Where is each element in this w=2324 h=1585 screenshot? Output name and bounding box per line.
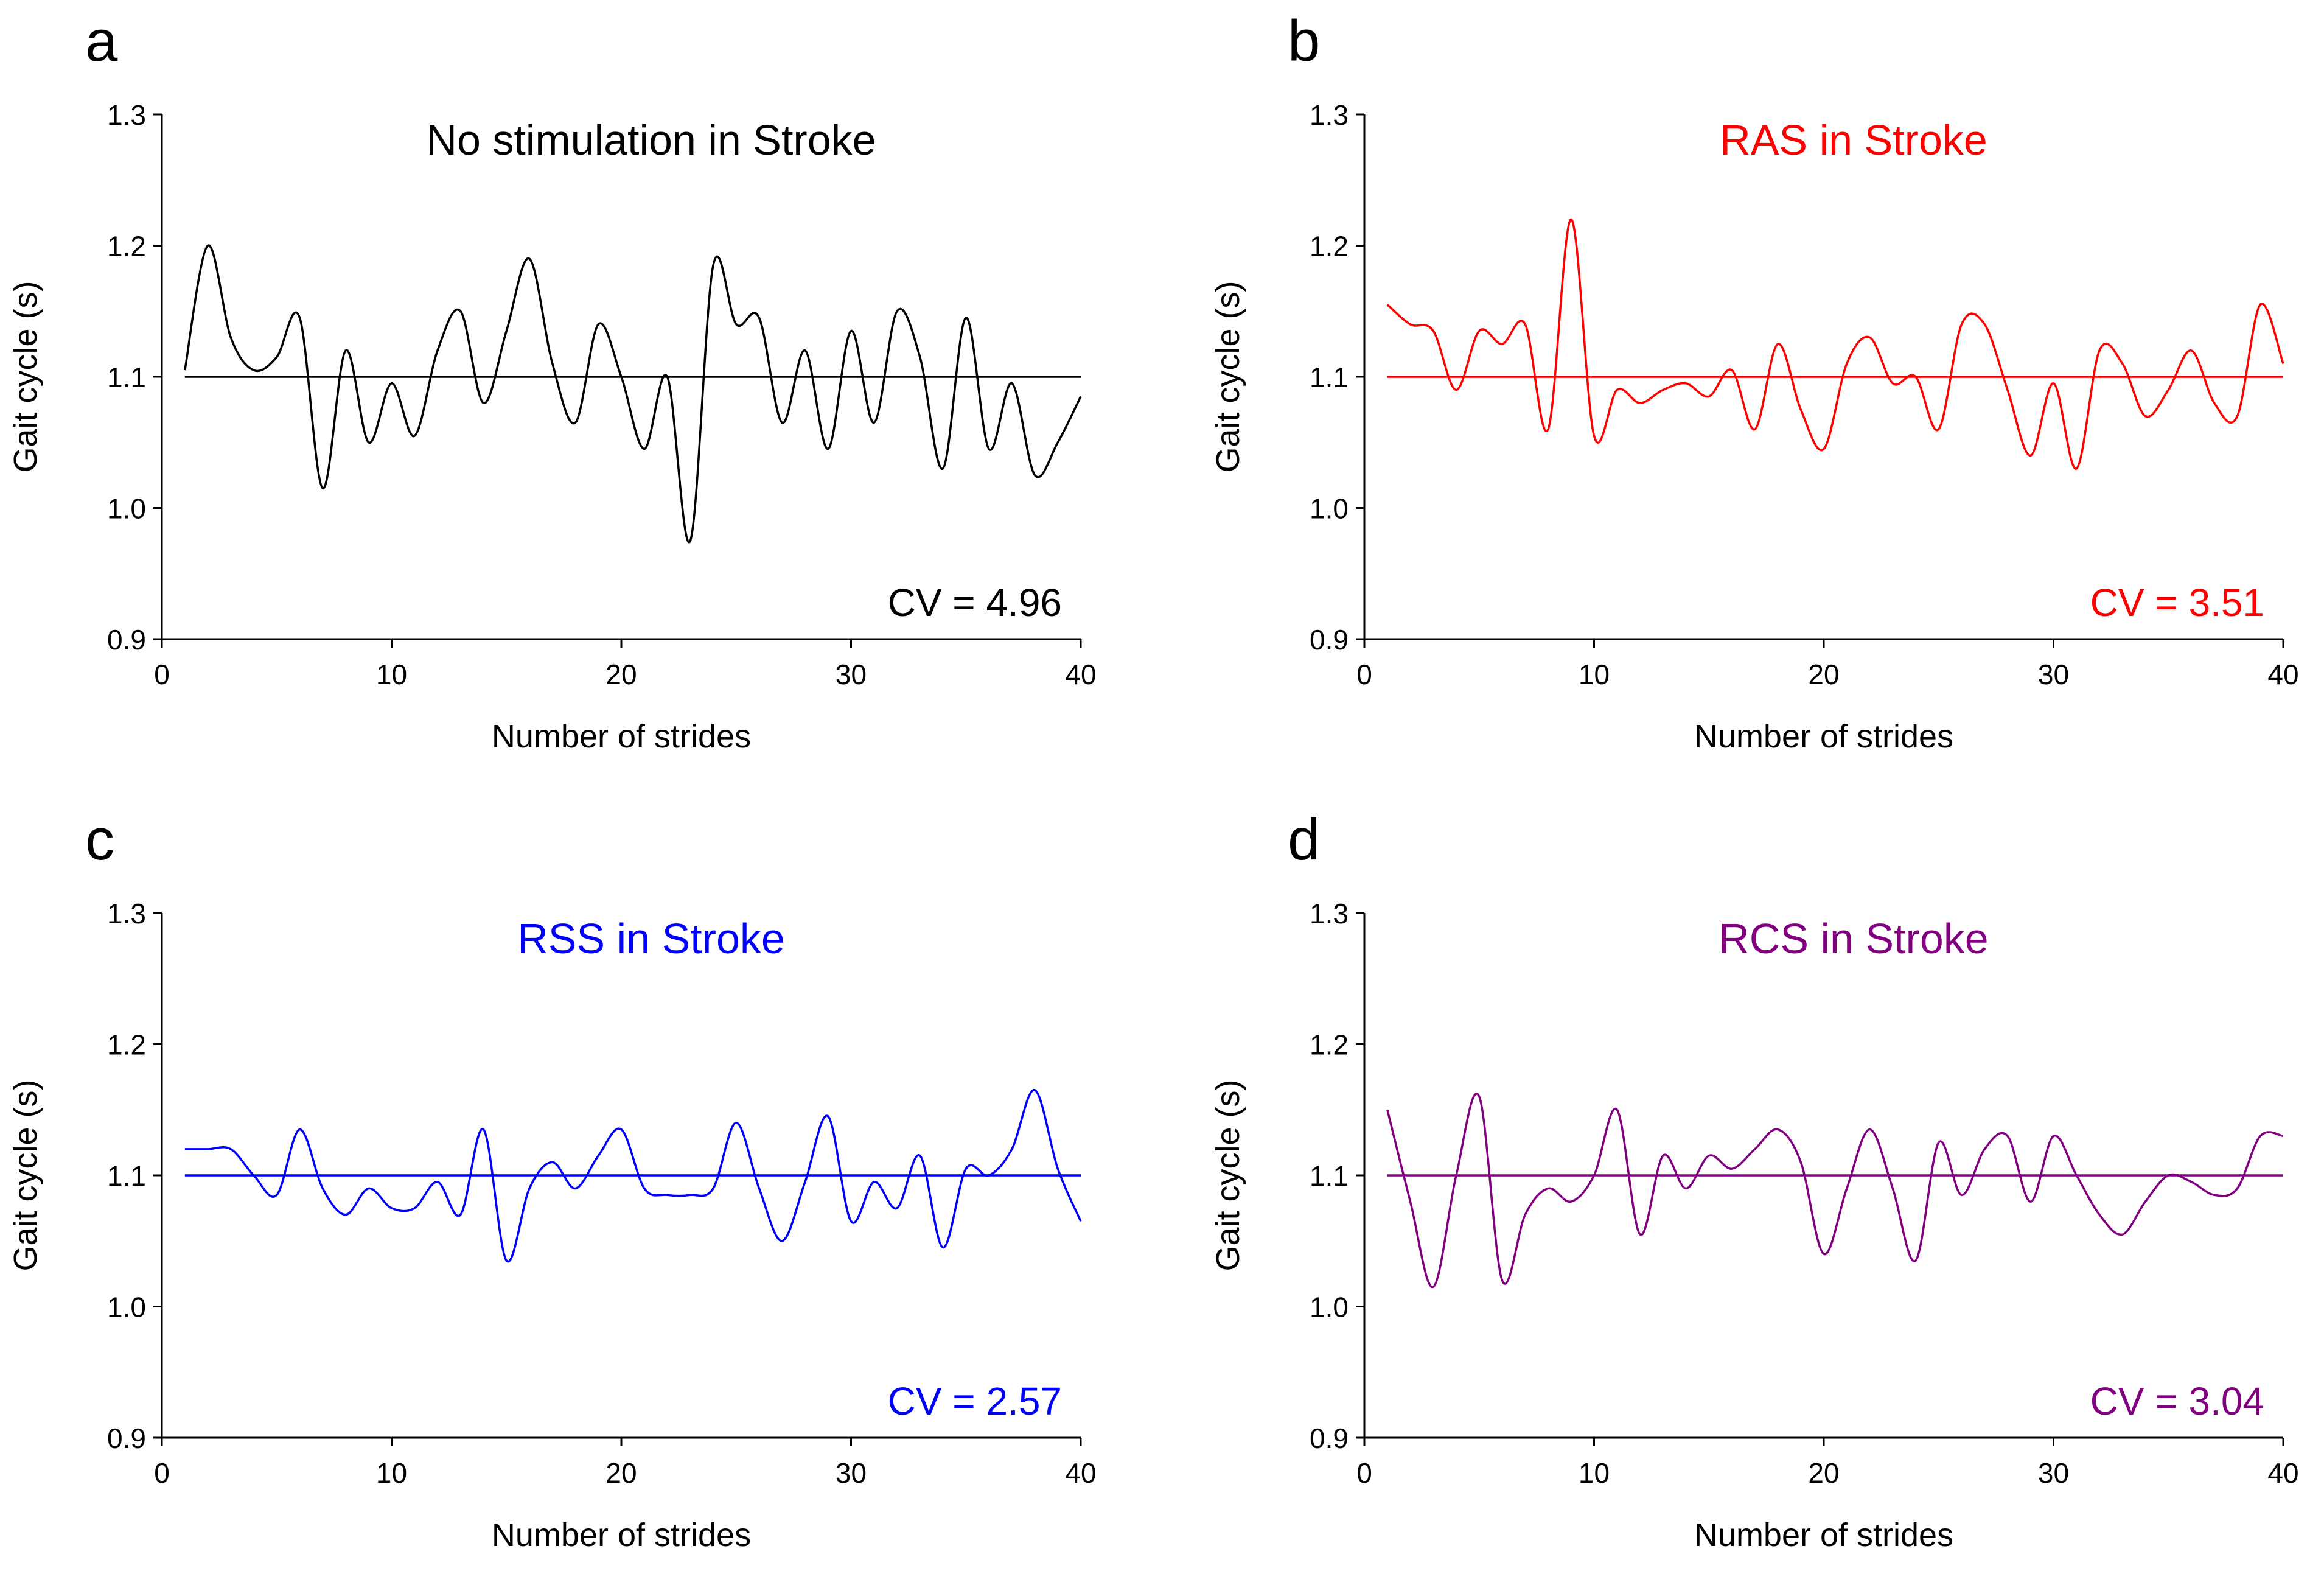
x-axis-label: Number of strides — [1694, 718, 1953, 755]
panel-letter: b — [1288, 9, 1321, 74]
x-tick-label: 40 — [2267, 1457, 2298, 1489]
y-axis-label: Gait cycle (s) — [1210, 1079, 1246, 1271]
x-tick-label: 20 — [1808, 1457, 1839, 1489]
cv-annotation: CV = 3.04 — [2090, 1379, 2264, 1423]
y-tick-label: 1.0 — [107, 493, 146, 525]
y-tick-label: 1.3 — [1310, 898, 1349, 929]
y-tick-label: 0.9 — [1310, 1422, 1349, 1454]
x-axis-label: Number of strides — [492, 718, 751, 755]
cv-annotation: CV = 2.57 — [888, 1379, 1062, 1423]
chart-title: RSS in Stroke — [517, 915, 785, 962]
x-tick-label: 10 — [376, 1457, 407, 1489]
x-tick-label: 30 — [2038, 1457, 2069, 1489]
y-tick-label: 1.0 — [1310, 493, 1349, 525]
panel-letter: d — [1288, 807, 1321, 872]
y-axis-label: Gait cycle (s) — [7, 1079, 44, 1271]
x-tick-label: 40 — [1065, 1457, 1096, 1489]
y-tick-label: 1.1 — [107, 362, 146, 393]
y-tick-label: 1.0 — [1310, 1292, 1349, 1323]
panel-b: b 0.9 1.0 1.1 1.2 1.3 0 10 20 30 40 Number of stri… — [1202, 0, 2324, 786]
chart-a: 0.9 1.0 1.1 1.2 1.3 0 10 20 30 40 Number of stride… — [7, 99, 1097, 755]
x-tick-label: 20 — [605, 1457, 637, 1489]
series-line — [1386, 218, 2284, 470]
x-tick-label: 10 — [376, 659, 407, 690]
chart-title: RCS in Stroke — [1719, 915, 1988, 962]
y-tick-label: 1.1 — [1310, 1160, 1349, 1192]
x-tick-label: 0 — [154, 659, 170, 690]
y-axis-label: Gait cycle (s) — [1210, 281, 1246, 472]
y-tick-label: 1.1 — [107, 1160, 146, 1192]
x-tick-label: 0 — [1356, 1457, 1372, 1489]
x-tick-label: 30 — [2038, 659, 2069, 690]
chart-title: RAS in Stroke — [1720, 116, 1987, 164]
y-tick-label: 0.9 — [107, 624, 146, 656]
panel-c: c 0.9 1.0 1.1 1.2 1.3 0 10 20 30 40 Number of stri… — [0, 799, 1162, 1585]
y-tick-label: 0.9 — [107, 1422, 146, 1454]
x-tick-label: 10 — [1579, 659, 1610, 690]
x-tick-label: 40 — [1065, 659, 1096, 690]
x-tick-label: 40 — [2267, 659, 2298, 690]
x-axis-label: Number of strides — [492, 1517, 751, 1553]
x-axis-label: Number of strides — [1694, 1517, 1953, 1553]
y-tick-label: 1.0 — [107, 1292, 146, 1323]
y-tick-label: 1.2 — [107, 1029, 146, 1061]
x-tick-label: 20 — [1808, 659, 1839, 690]
y-tick-label: 1.2 — [107, 231, 146, 262]
x-tick-label: 30 — [836, 659, 867, 690]
chart-b: 0.9 1.0 1.1 1.2 1.3 0 10 20 30 40 Number of stride… — [1210, 99, 2299, 755]
x-tick-label: 0 — [154, 1457, 170, 1489]
series-line — [184, 244, 1082, 544]
y-tick-label: 1.3 — [107, 99, 146, 131]
y-tick-label: 1.3 — [107, 898, 146, 929]
chart-c: 0.9 1.0 1.1 1.2 1.3 0 10 20 30 40 Number of stride… — [7, 898, 1097, 1553]
y-tick-label: 1.3 — [1310, 99, 1349, 131]
x-tick-label: 30 — [836, 1457, 867, 1489]
panel-letter: a — [85, 9, 118, 74]
chart-title: No stimulation in Stroke — [426, 116, 876, 164]
y-tick-label: 1.2 — [1310, 1029, 1349, 1061]
panel-letter: c — [85, 807, 114, 872]
x-tick-label: 0 — [1356, 659, 1372, 690]
x-tick-label: 20 — [605, 659, 637, 690]
series-line — [184, 1089, 1082, 1263]
panel-d: d 0.9 1.0 1.1 1.2 1.3 0 10 20 30 40 Number of stri… — [1202, 799, 2324, 1585]
panel-a: a 0.9 1.0 1.1 1.2 1.3 0 10 20 30 40 Number of stri… — [0, 0, 1162, 786]
y-tick-label: 1.1 — [1310, 362, 1349, 393]
y-tick-label: 0.9 — [1310, 624, 1349, 656]
y-axis-label: Gait cycle (s) — [7, 281, 44, 472]
series-line — [1386, 1093, 2284, 1288]
cv-annotation: CV = 4.96 — [888, 581, 1062, 625]
y-tick-label: 1.2 — [1310, 231, 1349, 262]
cv-annotation: CV = 3.51 — [2090, 581, 2264, 625]
chart-d: 0.9 1.0 1.1 1.2 1.3 0 10 20 30 40 Number of stride… — [1210, 898, 2299, 1553]
x-tick-label: 10 — [1579, 1457, 1610, 1489]
